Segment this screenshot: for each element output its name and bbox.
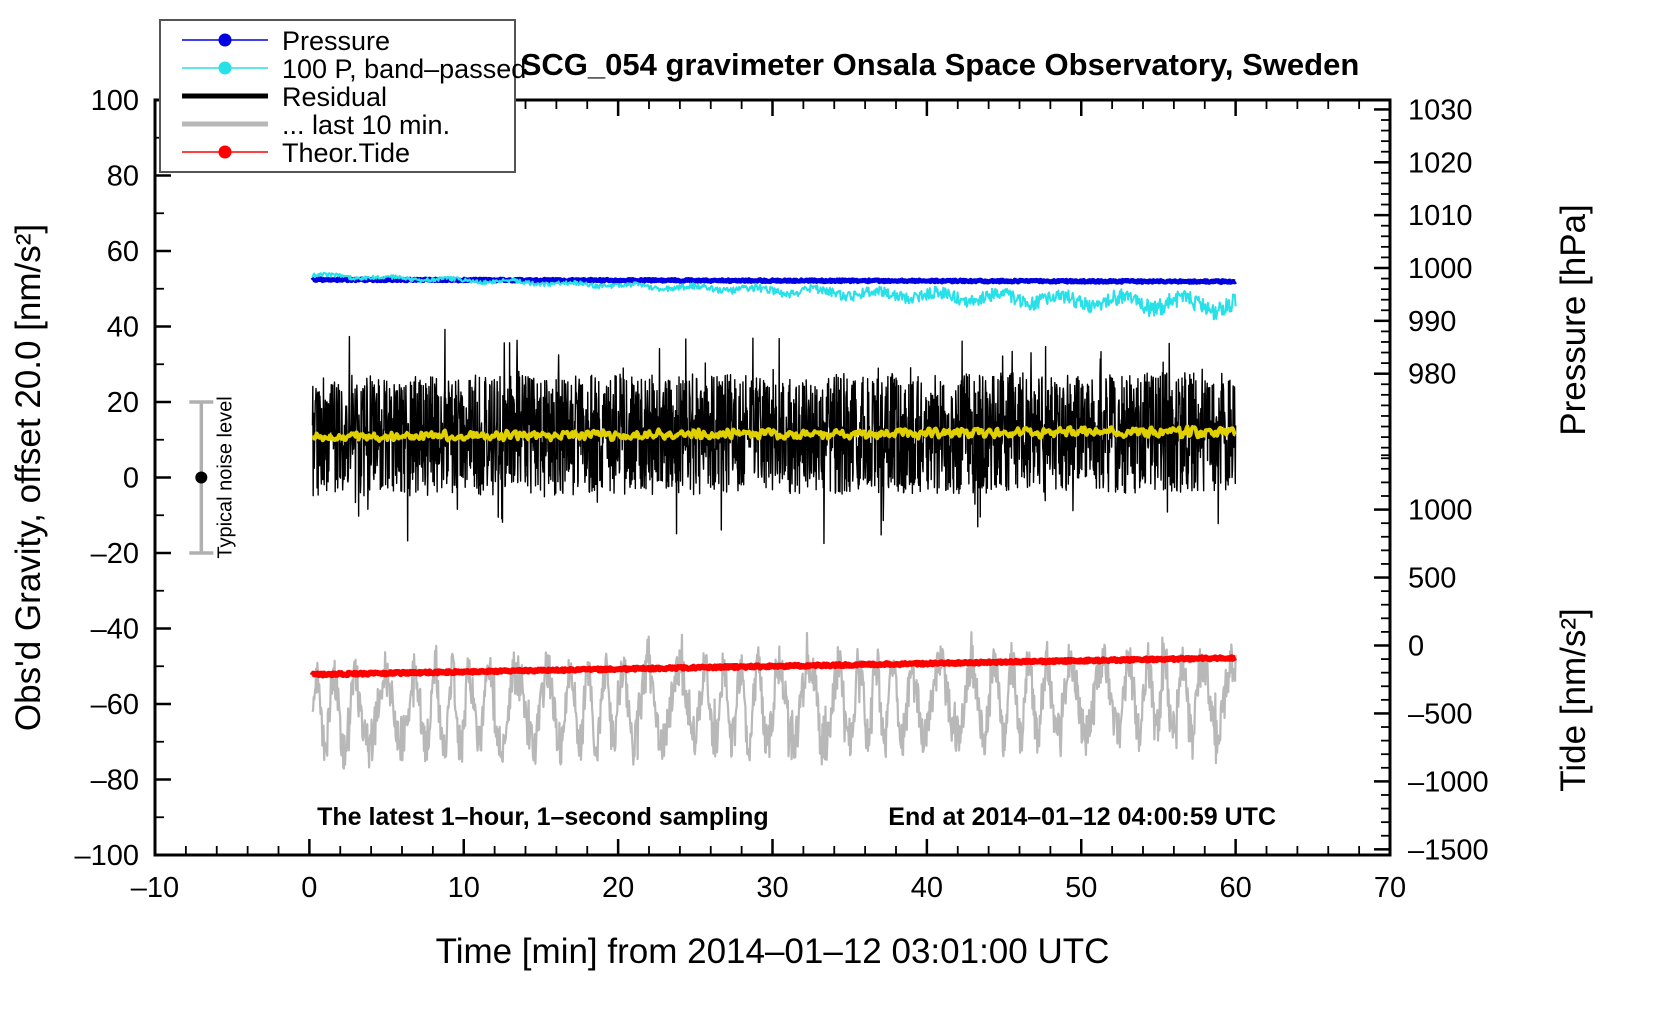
legend-marker-0 — [218, 33, 232, 47]
series-smoothed — [311, 424, 1237, 443]
y-tick-label: 20 — [107, 387, 139, 419]
x-tick-label: –10 — [131, 872, 179, 904]
tide-tick-label: 500 — [1408, 563, 1456, 595]
y-tick-label: 60 — [107, 236, 139, 268]
x-tick-label: 10 — [448, 872, 480, 904]
y-tick-label: –20 — [91, 538, 139, 570]
pressure-tick-label: 1020 — [1408, 147, 1473, 179]
x-tick-label: 50 — [1065, 872, 1097, 904]
noise-level-label: Typical noise level — [214, 396, 236, 558]
x-tick-label: 20 — [602, 872, 634, 904]
legend-label-0: Pressure — [282, 26, 390, 56]
series-bandpassed — [311, 271, 1237, 321]
y-tick-label: –40 — [91, 614, 139, 646]
annotation-bottom_right: End at 2014–01–12 04:00:59 UTC — [888, 803, 1276, 831]
pressure-tick-label: 990 — [1408, 306, 1456, 338]
pressure-tick-label: 1010 — [1408, 200, 1473, 232]
legend-marker-1 — [218, 61, 232, 75]
x-tick-label: 0 — [301, 872, 317, 904]
y-axis-title: Obs'd Gravity, offset 20.0 [nm/s²] — [9, 224, 48, 731]
x-tick-label: 40 — [911, 872, 943, 904]
x-axis-title: Time [min] from 2014–01–12 03:01:00 UTC — [436, 932, 1110, 971]
series-residual — [311, 328, 1237, 545]
y-tick-label: –60 — [91, 689, 139, 721]
x-tick-label: 60 — [1219, 872, 1251, 904]
legend-label-4: Theor.Tide — [282, 138, 410, 168]
noise-center-dot — [195, 471, 208, 484]
x-tick-label: 30 — [756, 872, 788, 904]
pressure-tick-label: 980 — [1408, 359, 1456, 391]
pressure-axis-title: Pressure [hPa] — [1554, 204, 1593, 436]
tide-tick-label: –500 — [1408, 698, 1473, 730]
pressure-tick-label: 1030 — [1408, 94, 1473, 126]
tide-tick-label: 0 — [1408, 630, 1424, 662]
tide-tick-label: 1000 — [1408, 495, 1473, 527]
y-tick-label: 40 — [107, 312, 139, 344]
tide-axis-title: Tide [nm/s²] — [1554, 608, 1593, 791]
pressure-tick-label: 1000 — [1408, 253, 1473, 285]
y-tick-label: 80 — [107, 161, 139, 193]
legend-label-2: Residual — [282, 82, 387, 112]
y-tick-label: –100 — [74, 840, 139, 872]
tide-tick-label: –1500 — [1408, 834, 1489, 866]
y-tick-label: 0 — [123, 463, 139, 495]
chart-title: SCG_054 gravimeter Onsala Space Observat… — [521, 47, 1360, 82]
annotation-bottom_left: The latest 1–hour, 1–second sampling — [317, 803, 769, 831]
x-tick-label: 70 — [1374, 872, 1406, 904]
legend-label-1: 100 P, band–passed — [282, 54, 526, 84]
y-tick-label: –80 — [91, 765, 139, 797]
legend-marker-4 — [218, 145, 232, 159]
y-tick-label: 100 — [91, 85, 139, 117]
legend-label-3: ... last 10 min. — [282, 110, 450, 140]
series-tide — [309, 654, 1238, 679]
series-last10 — [311, 631, 1237, 770]
tide-tick-label: –1000 — [1408, 766, 1489, 798]
